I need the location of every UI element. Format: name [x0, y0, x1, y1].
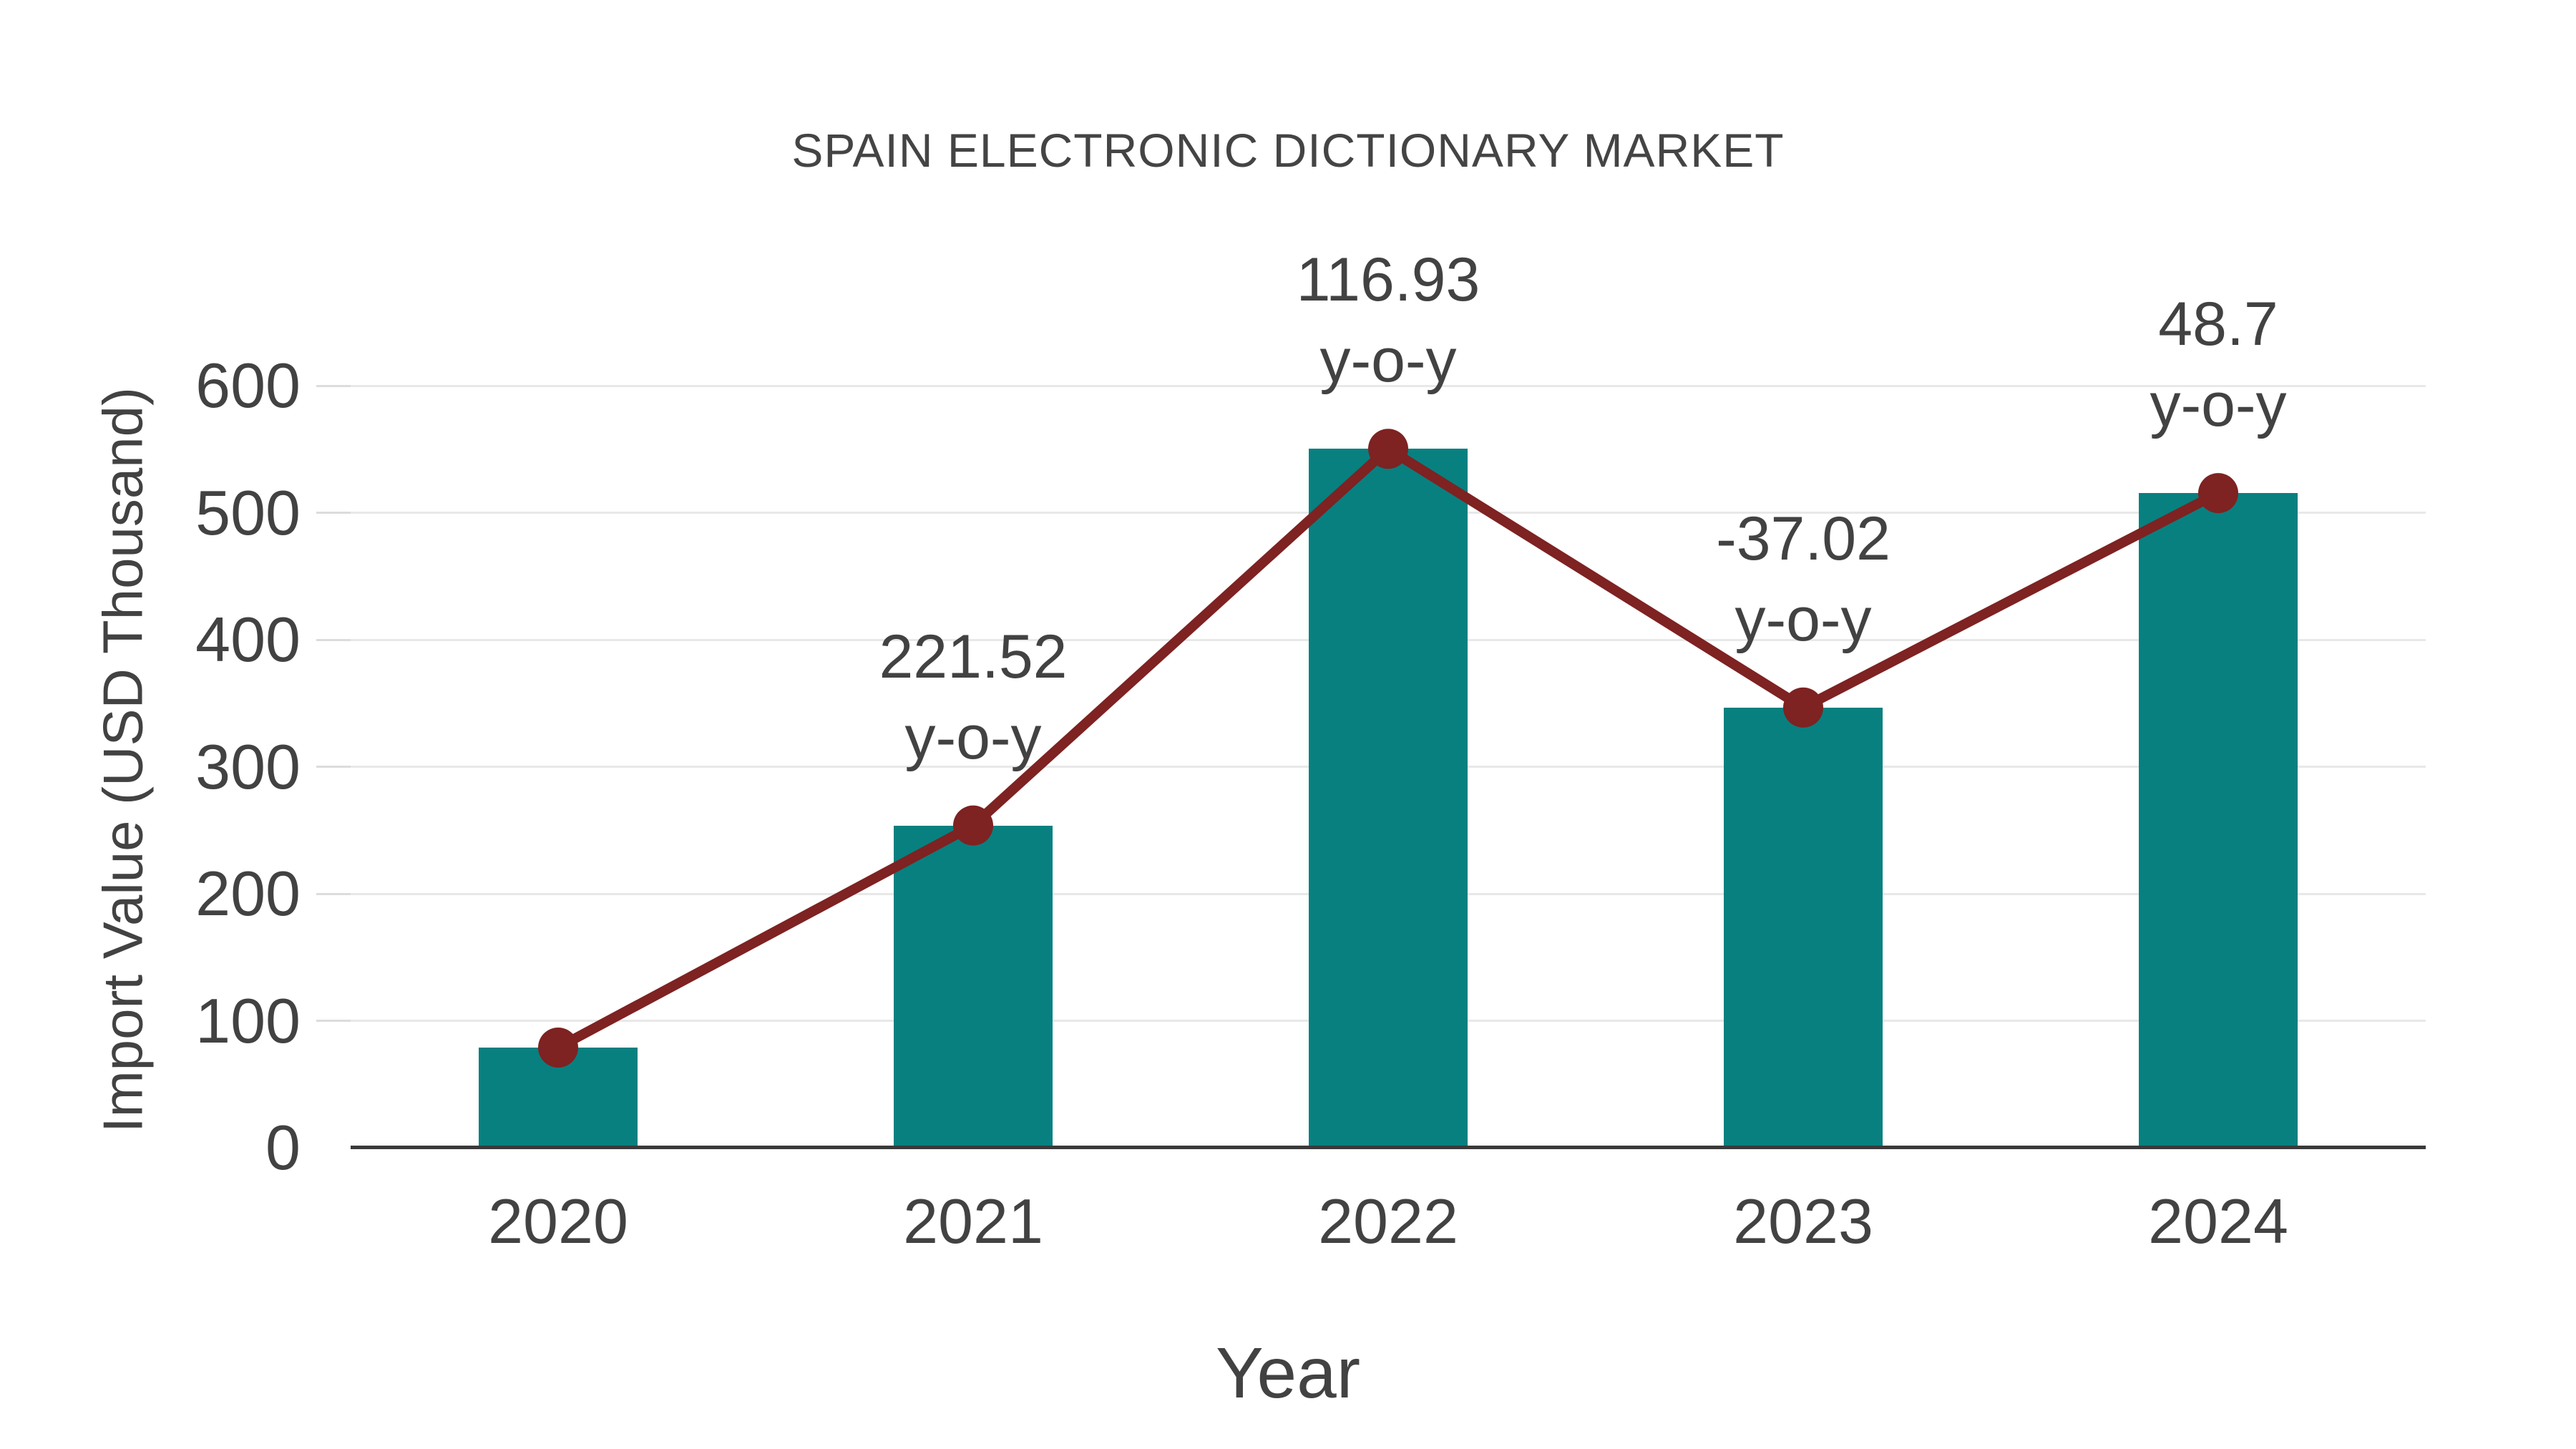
y-tick-label-400: 400 [195, 604, 301, 675]
bar-2021 [894, 825, 1053, 1148]
yoy-value: 48.7 [2158, 290, 2278, 359]
yoy-value: 221.52 [879, 622, 1068, 691]
data-point-marker-2020 [538, 1027, 578, 1068]
x-tick-label-2020: 2020 [488, 1186, 628, 1257]
x-tick-label-2024: 2024 [2148, 1186, 2288, 1257]
x-tick-label-2023: 2023 [1733, 1186, 1873, 1257]
yoy-value: 116.93 [1296, 245, 1480, 315]
y-tick-label-100: 100 [195, 985, 301, 1056]
yoy-suffix: y-o-y [904, 703, 1042, 772]
y-tick-label-500: 500 [195, 477, 301, 548]
y-tick-mark-300 [316, 766, 351, 768]
yoy-annotation-2023: -37.02 y-o-y [1716, 499, 1890, 660]
yoy-suffix: y-o-y [1735, 585, 1872, 654]
bar-2024 [2139, 493, 2298, 1148]
chart-title: SPAIN ELECTRONIC DICTIONARY MARKET [791, 124, 1785, 177]
y-tick-mark-400 [316, 638, 351, 641]
yoy-suffix: y-o-y [1319, 326, 1457, 396]
x-axis-line [351, 1146, 2426, 1149]
yoy-annotation-2021: 221.52 y-o-y [879, 617, 1067, 779]
y-tick-mark-600 [316, 384, 351, 387]
y-tick-label-600: 600 [195, 350, 301, 421]
data-point-marker-2022 [1368, 429, 1408, 469]
yoy-suffix: y-o-y [2150, 371, 2287, 440]
yoy-annotation-2022: 116.93 y-o-y [1297, 240, 1480, 401]
trend-line [555, 442, 2221, 1053]
bar-2023 [1724, 707, 1883, 1148]
trend-line-layer [538, 429, 2238, 1068]
data-point-marker-2024 [2198, 473, 2238, 514]
y-tick-mark-100 [316, 1020, 351, 1022]
y-tick-label-200: 200 [195, 858, 301, 929]
x-axis-title: Year [1215, 1333, 1361, 1413]
y-tick-label-0: 0 [265, 1112, 301, 1183]
y-tick-mark-200 [316, 892, 351, 895]
data-point-marker-2021 [953, 805, 993, 846]
yoy-value: -37.02 [1716, 504, 1890, 573]
y-tick-mark-500 [316, 512, 351, 514]
plot-area: 0 100 200 300 400 500 600 2020 2021 2022 2023 2024 2… [195, 245, 2426, 1257]
x-tick-label-2022: 2022 [1318, 1186, 1458, 1257]
x-tick-label-2021: 2021 [903, 1186, 1043, 1257]
bar-2022 [1309, 449, 1468, 1148]
y-tick-label-300: 300 [195, 731, 301, 802]
yoy-annotation-2024: 48.7 y-o-y [2150, 284, 2286, 446]
gridline-600 [351, 384, 2426, 387]
data-point-marker-2023 [1783, 687, 1823, 728]
